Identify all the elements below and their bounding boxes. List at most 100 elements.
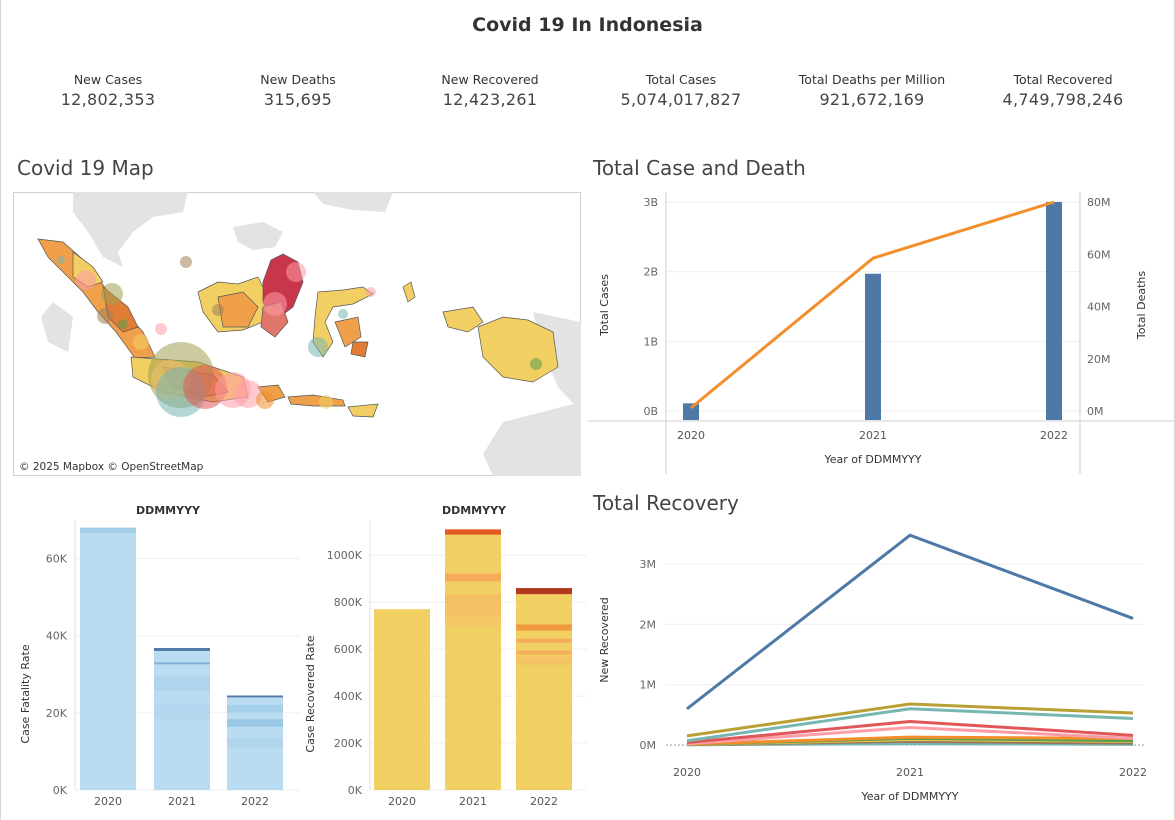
chart-title: DDMMYYY: [136, 504, 201, 517]
kpi-value: 12,423,261: [442, 90, 538, 109]
x-tick-label: 2022: [530, 795, 558, 808]
chart-marks[interactable]: [683, 200, 1062, 420]
case-recovered-chart[interactable]: DDMMYYY 0K 200K 400K 600K 800K 1000K 2020 2021 2…: [300, 498, 587, 820]
map-title: Covid 19 Map: [17, 156, 154, 180]
total-case-death-chart[interactable]: 0B 1B 2B 3B 0M 20M 40M 60M 80M 2020 2021 2022 Total…: [588, 190, 1175, 476]
chart-labels: 0K 200K 400K 600K 800K 1000K 2020 2021 2022: [327, 549, 558, 808]
bar-2021[interactable]: [445, 529, 501, 790]
y-tick-label: 1B: [643, 335, 658, 348]
x-tick-label: 2022: [241, 795, 269, 808]
bar-segment[interactable]: [227, 738, 283, 748]
bar-total-cases[interactable]: [865, 273, 881, 420]
y-tick-label: 60K: [46, 553, 68, 566]
kpi-total-cases: Total Cases 5,074,017,827: [586, 72, 776, 109]
kpi-total-recovered: Total Recovered 4,749,798,246: [968, 72, 1158, 109]
x-tick-label: 2020: [388, 795, 416, 808]
x-axis-title: Year of DDMMYYY: [824, 453, 922, 466]
chart-labels: 0B 1B 2B 3B 0M 20M 40M 60M 80M 2020 2021 2022: [643, 196, 1110, 442]
chart-grid: [666, 563, 1144, 746]
line-total-deaths[interactable]: [690, 200, 1055, 410]
map-attribution: © 2025 Mapbox © OpenStreetMap: [19, 461, 204, 473]
y-tick-label: 800K: [334, 596, 363, 609]
y-tick-label: 3M: [640, 558, 657, 571]
y-tick-label: 200K: [334, 737, 363, 750]
kpi-label: Total Cases: [645, 72, 717, 87]
bar-segment[interactable]: [80, 527, 136, 533]
y-axis-title: New Recovered: [598, 597, 611, 683]
x-tick-label: 2021: [859, 429, 887, 442]
chart-marks[interactable]: [686, 533, 1134, 747]
chart-labels: 0K 20K 40K 60K 2020 2021 2022: [46, 553, 269, 808]
chart-labels: 0M 1M 2M 3M 2020 2021 2022: [640, 558, 1148, 779]
bar-segment[interactable]: [154, 648, 210, 651]
y-tick-label: 40K: [46, 630, 68, 643]
bar-segment[interactable]: [516, 656, 572, 665]
kpi-new-deaths: New Deaths 315,695: [203, 72, 393, 109]
y-tick-label: 600K: [334, 643, 363, 656]
recovery-line[interactable]: [686, 735, 1134, 746]
bar-segment[interactable]: [154, 704, 210, 720]
x-tick-label: 2022: [1040, 429, 1068, 442]
y2-tick-label: 40M: [1087, 301, 1111, 314]
bar-segment[interactable]: [227, 719, 283, 727]
recovery-line[interactable]: [686, 533, 1134, 710]
bar-2022[interactable]: [516, 588, 572, 790]
total-recovery-chart[interactable]: 0M 1M 2M 3M 2020 2021 2022 New Recovered Year …: [588, 520, 1175, 810]
kpi-label: Total Deaths per Million: [798, 72, 946, 87]
bar-segment[interactable]: [227, 704, 283, 713]
kpi-value: 4,749,798,246: [1002, 90, 1124, 109]
case-death-title: Total Case and Death: [593, 156, 806, 180]
chart-marks[interactable]: [374, 529, 572, 790]
kpi-label: New Recovered: [441, 72, 539, 87]
chart-title: DDMMYYY: [442, 504, 507, 517]
y2-tick-label: 80M: [1087, 196, 1111, 209]
bar-segment[interactable]: [516, 588, 572, 595]
bar-segment[interactable]: [154, 662, 210, 665]
y-tick-label: 0B: [643, 405, 658, 418]
bar-segment[interactable]: [516, 650, 572, 655]
y-tick-label: 0K: [53, 784, 68, 797]
covid-map[interactable]: © 2025 Mapbox © OpenStreetMap: [13, 192, 581, 476]
bar-segment[interactable]: [516, 638, 572, 643]
dashboard-title: Covid 19 In Indonesia: [472, 14, 703, 36]
case-bubbles[interactable]: [57, 256, 542, 417]
kpi-label: Total Recovered: [1013, 72, 1113, 87]
x-tick-label: 2020: [677, 429, 705, 442]
y2-tick-label: 60M: [1087, 248, 1111, 261]
x-tick-label: 2020: [673, 766, 701, 779]
y-axis-title: Case Recovered Rate: [304, 635, 317, 752]
case-fatality-chart[interactable]: DDMMYYY 0K 20K 40K 60K 2020 2021 2022 Case Fat…: [13, 498, 300, 820]
bar-segment[interactable]: [445, 594, 501, 600]
bar-segment[interactable]: [445, 529, 501, 535]
y-tick-label: 400K: [334, 690, 363, 703]
x-tick-label: 2020: [94, 795, 122, 808]
bar-2021[interactable]: [154, 648, 210, 790]
kpi-value: 5,074,017,827: [620, 90, 742, 109]
recovery-title: Total Recovery: [593, 491, 739, 515]
kpi-value: 315,695: [263, 90, 333, 109]
bar-segment[interactable]: [516, 624, 572, 631]
recovery-line[interactable]: [686, 702, 1134, 738]
y-tick-label: 2M: [640, 618, 657, 631]
bar-segment[interactable]: [445, 573, 501, 582]
bar-2020[interactable]: [374, 609, 430, 790]
bar-segment[interactable]: [154, 676, 210, 691]
recovery-line[interactable]: [686, 707, 1134, 743]
y2-tick-label: 20M: [1087, 353, 1111, 366]
kpi-label: New Cases: [73, 72, 143, 87]
y-tick-label: 1000K: [327, 549, 363, 562]
bar-segment[interactable]: [227, 695, 283, 698]
x-axis-title: Year of DDMMYYY: [861, 790, 959, 803]
bar-total-cases[interactable]: [683, 403, 699, 420]
bar-2020[interactable]: [80, 527, 136, 790]
bar-segment[interactable]: [445, 615, 501, 626]
chart-marks[interactable]: [80, 527, 283, 790]
kpi-total-deaths-per-million: Total Deaths per Million 921,672,169: [777, 72, 967, 109]
y2-tick-label: 0M: [1087, 405, 1104, 418]
recovery-line[interactable]: [686, 719, 1134, 745]
recovery-line[interactable]: [686, 725, 1134, 746]
x-tick-label: 2022: [1119, 766, 1147, 779]
bar-segment[interactable]: [445, 599, 501, 616]
y2-axis-title: Total Deaths: [1135, 271, 1148, 340]
bar-total-cases[interactable]: [1046, 202, 1062, 420]
